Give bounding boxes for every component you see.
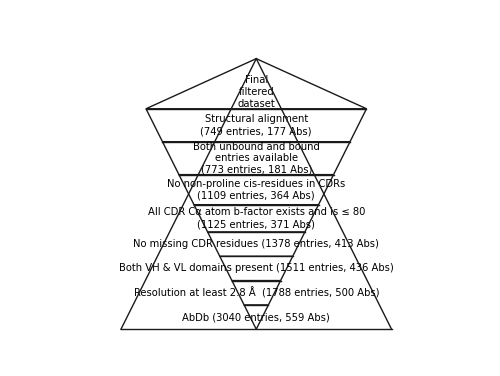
- Text: Resolution at least 2.8 Å  (1788 entries, 500 Abs): Resolution at least 2.8 Å (1788 entries,…: [134, 287, 379, 299]
- Text: Both unbound and bound
entries available
(773 entries, 181 Abs): Both unbound and bound entries available…: [193, 141, 320, 175]
- Text: Structural alignment
(749 entries, 177 Abs): Structural alignment (749 entries, 177 A…: [200, 114, 312, 136]
- Text: Both VH & VL domains present (1511 entries, 436 Abs): Both VH & VL domains present (1511 entri…: [119, 263, 394, 273]
- Polygon shape: [208, 232, 305, 256]
- Text: Final
filtered
dataset: Final filtered dataset: [238, 76, 275, 109]
- Text: No non-proline cis-residues in CDRs
(1109 entries, 364 Abs): No non-proline cis-residues in CDRs (110…: [167, 179, 346, 200]
- Polygon shape: [220, 256, 293, 280]
- Text: No missing CDR residues (1378 entries, 413 Abs): No missing CDR residues (1378 entries, 4…: [134, 239, 379, 249]
- Polygon shape: [179, 174, 334, 205]
- Polygon shape: [194, 205, 318, 232]
- Text: AbDb (3040 entries, 559 Abs): AbDb (3040 entries, 559 Abs): [182, 312, 330, 322]
- Polygon shape: [244, 305, 268, 329]
- Polygon shape: [146, 59, 366, 109]
- Polygon shape: [232, 280, 280, 305]
- Text: All CDR Cα atom b-factor exists and is ≤ 80
(1125 entries, 371 Abs): All CDR Cα atom b-factor exists and is ≤…: [148, 208, 365, 229]
- Polygon shape: [162, 142, 350, 174]
- Polygon shape: [146, 109, 366, 142]
